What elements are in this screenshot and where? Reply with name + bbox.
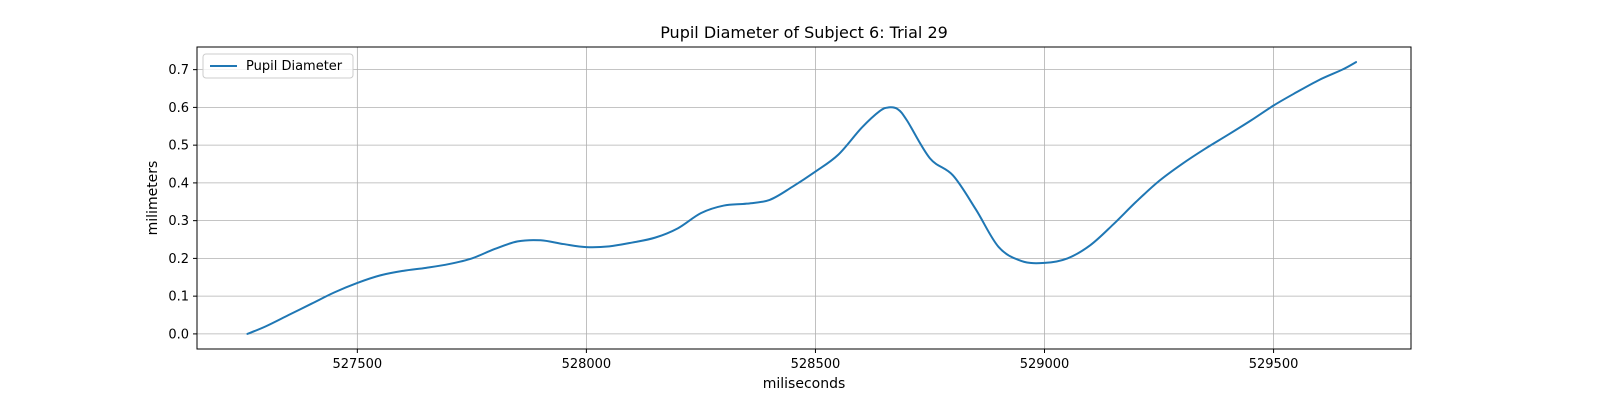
y-tick-label: 0.4 — [168, 176, 189, 191]
y-tick-label: 0.7 — [168, 63, 189, 78]
y-tick-label: 0.5 — [168, 139, 189, 154]
x-tick-label: 527500 — [333, 357, 383, 372]
series-layer — [246, 61, 1358, 335]
x-tick-label: 529000 — [1020, 357, 1070, 372]
y-tick-label: 0.0 — [168, 327, 189, 342]
series-line — [246, 61, 1358, 335]
y-tick-label: 0.1 — [168, 290, 189, 305]
x-tick-label: 528500 — [791, 357, 841, 372]
y-axis-title: milimeters — [145, 161, 161, 236]
legend-box — [202, 53, 354, 79]
y-tick-label: 0.2 — [168, 252, 189, 267]
x-axis-title: miliseconds — [763, 376, 846, 392]
chart-title: Pupil Diameter of Subject 6: Trial 29 — [660, 23, 948, 42]
y-tick-label: 0.3 — [168, 214, 189, 229]
x-tick-label: 529500 — [1249, 357, 1299, 372]
y-tick-label: 0.6 — [168, 101, 189, 116]
plot-frame — [196, 46, 1412, 350]
legend-label: Pupil Diameter — [246, 59, 343, 74]
tick-layer: 527500 528000 528500 529000 529500 0.0 0.1 0.2 0… — [168, 63, 1298, 372]
grid-layer — [197, 47, 1411, 349]
legend: Pupil Diameter — [202, 53, 354, 79]
x-tick-label: 528000 — [562, 357, 612, 372]
